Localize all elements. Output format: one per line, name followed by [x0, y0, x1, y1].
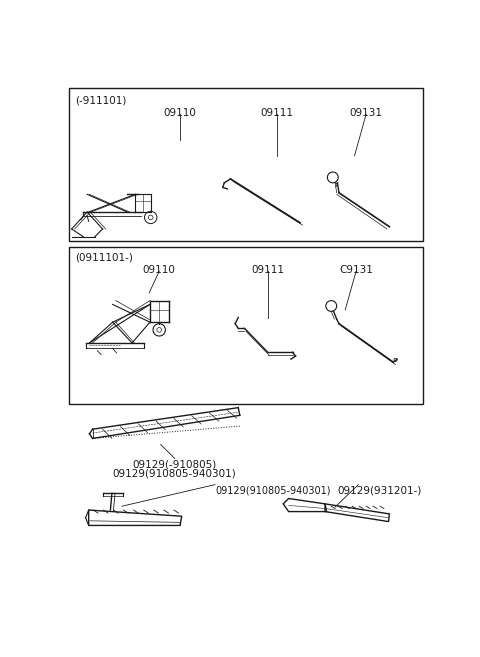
- Text: 09111: 09111: [261, 108, 293, 118]
- Text: 09110: 09110: [164, 108, 197, 118]
- Text: 09131: 09131: [349, 108, 383, 118]
- Bar: [69, 88, 423, 240]
- Text: 09129(910805-940301): 09129(910805-940301): [215, 486, 331, 495]
- Text: C9131: C9131: [339, 265, 373, 275]
- Text: 09129(931201-): 09129(931201-): [337, 486, 422, 495]
- Bar: [69, 246, 423, 404]
- Text: 09129(-910805): 09129(-910805): [132, 459, 217, 469]
- Text: 09111: 09111: [251, 265, 284, 275]
- Text: 09129(910805-940301): 09129(910805-940301): [113, 468, 237, 478]
- Text: (-911101): (-911101): [75, 96, 127, 106]
- Text: (0911101-): (0911101-): [75, 253, 133, 263]
- Text: 09110: 09110: [143, 265, 176, 275]
